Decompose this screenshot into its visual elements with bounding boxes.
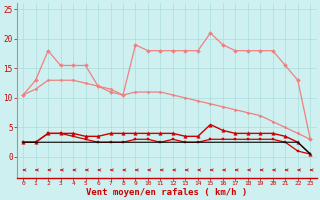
X-axis label: Vent moyen/en rafales ( km/h ): Vent moyen/en rafales ( km/h ) <box>86 188 247 197</box>
